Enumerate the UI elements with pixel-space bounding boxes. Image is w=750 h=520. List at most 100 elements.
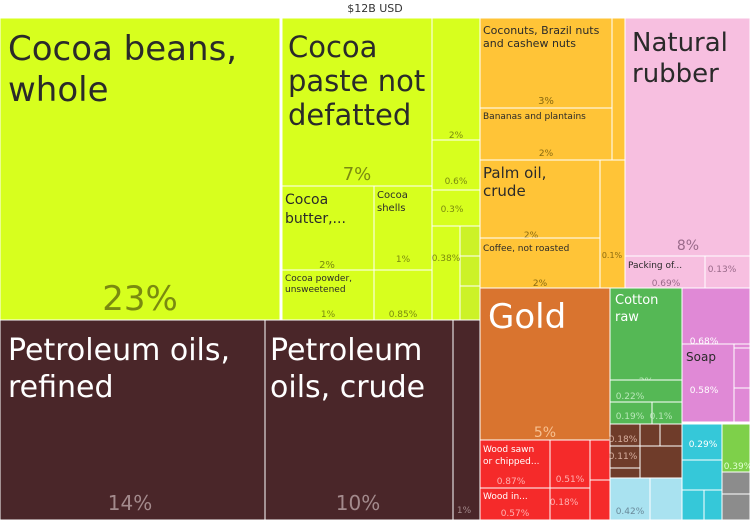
tile-share-label: 7% (343, 164, 372, 185)
treemap-tile[interactable] (704, 255, 750, 289)
tile-share-label: 23% (102, 279, 178, 319)
treemap-tile[interactable] (479, 287, 611, 441)
treemap-tile[interactable] (431, 17, 481, 141)
tile-name-label: whole (8, 70, 109, 110)
tile-share-label: 0.29% (689, 440, 718, 450)
tile-name-label: Petroleum oils, (8, 333, 230, 368)
tile-share-label: 0.3% (441, 205, 464, 215)
tile-name-label: Bananas and plantains (483, 112, 586, 122)
tile-name-label: oils, crude (270, 370, 425, 405)
filler-tile[interactable] (733, 387, 750, 423)
treemap-tile[interactable] (624, 255, 706, 289)
tile-name-label: Coconuts, Brazil nuts (483, 24, 600, 37)
tile-share-label: 0.1% (602, 251, 623, 260)
filler-tile[interactable] (721, 493, 750, 520)
tile-name-label: Cocoa powder, (285, 274, 352, 284)
treemap-tile[interactable] (431, 139, 481, 191)
treemap-tile[interactable] (373, 185, 433, 271)
tile-share-label: 0.69% (652, 279, 681, 289)
treemap-tile[interactable] (681, 343, 735, 423)
tile-name-label: raw (615, 310, 639, 325)
tile-share-label: 0.19% (616, 412, 645, 422)
tile-name-label: Gold (488, 297, 566, 337)
tile-name-label: Packing of... (628, 261, 682, 271)
tile-share-label: 0.87% (497, 477, 526, 487)
tile-share-label: 0.58% (690, 386, 719, 396)
tile-share-label: 1% (396, 255, 411, 265)
treemap-tile[interactable] (479, 159, 601, 239)
filler-tile[interactable] (459, 285, 481, 321)
tile-share-label: 0.1% (650, 412, 673, 422)
tile-name-label: paste not (288, 64, 425, 98)
treemap-tile[interactable] (609, 477, 651, 520)
filler-tile[interactable] (459, 255, 481, 287)
filler-tile[interactable] (459, 225, 481, 257)
treemap-tile[interactable] (431, 225, 461, 321)
filler-tile[interactable] (733, 347, 750, 389)
treemap-tile[interactable] (0, 17, 281, 321)
filler-tile[interactable] (589, 439, 611, 481)
treemap-tile[interactable] (599, 159, 626, 289)
tile-name-label: Palm oil, (483, 164, 546, 182)
tile-name-label: butter,... (285, 211, 346, 227)
filler-tile[interactable] (611, 17, 626, 161)
treemap-tile[interactable] (549, 439, 591, 489)
tile-name-label: defatted (288, 98, 411, 132)
tile-share-label: 0.57% (501, 509, 530, 519)
filler-tile[interactable] (721, 471, 750, 495)
filler-tile[interactable] (649, 477, 683, 520)
tile-name-label: Cocoa (285, 192, 328, 208)
filler-tile[interactable] (639, 445, 683, 479)
tile-share-label: 10% (336, 491, 380, 515)
treemap-tile[interactable] (0, 319, 266, 520)
tile-share-label: 14% (108, 491, 152, 515)
tile-share-label: 0.39% (724, 462, 750, 472)
treemap-tile[interactable] (624, 17, 750, 257)
filler-tile[interactable] (703, 489, 723, 520)
filler-tile[interactable] (681, 459, 723, 491)
filler-tile[interactable] (609, 467, 641, 479)
treemap-tile[interactable] (281, 17, 433, 187)
tile-share-label: 3% (538, 96, 554, 107)
tile-share-label: 0.22% (616, 392, 645, 402)
tile-name-label: Natural (632, 28, 728, 58)
tile-name-label: Wood in... (483, 492, 528, 502)
treemap-tile[interactable] (281, 185, 375, 271)
tile-name-label: or chipped... (483, 457, 539, 467)
chart-title: $12B USD (347, 2, 403, 15)
treemap-tile[interactable] (609, 287, 683, 381)
tile-share-label: 1% (321, 310, 336, 320)
tile-share-label: 0.18% (609, 435, 638, 445)
filler-tile[interactable] (659, 423, 683, 447)
filler-tile[interactable] (681, 489, 705, 520)
tile-share-label: 2% (524, 231, 539, 241)
tile-share-label: 0.13% (708, 265, 737, 275)
filler-tile[interactable] (639, 423, 661, 447)
tile-name-label: unsweetened (285, 285, 346, 295)
treemap-tile[interactable] (373, 269, 433, 321)
treemap-tile[interactable] (549, 487, 591, 520)
tile-share-label: 0.6% (445, 177, 468, 187)
tile-name-label: rubber (632, 59, 719, 89)
treemap-tile[interactable] (479, 107, 613, 161)
treemap-tile[interactable] (681, 287, 750, 345)
treemap-tile[interactable] (479, 17, 613, 109)
treemap-tile[interactable] (452, 319, 481, 520)
tile-name-label: Wood sawn (483, 445, 534, 455)
tile-share-label: 8% (677, 238, 699, 254)
tile-share-label: 5% (534, 425, 556, 441)
tile-name-label: and cashew nuts (483, 37, 576, 50)
treemap-tile[interactable] (264, 319, 454, 520)
tile-share-label: 0.68% (690, 337, 719, 347)
treemap-tile[interactable] (479, 487, 551, 520)
tile-share-label: 1% (457, 506, 472, 516)
tile-share-label: 2% (539, 149, 554, 159)
treemap-tile[interactable] (721, 423, 750, 473)
filler-tile[interactable] (589, 479, 611, 520)
tile-name-label: Cocoa (377, 190, 408, 201)
treemap-tile[interactable] (609, 445, 641, 469)
tile-share-label: 0.51% (556, 475, 585, 485)
tile-name-label: Coffee, not roasted (483, 244, 569, 254)
tile-share-label: 2% (449, 131, 464, 141)
